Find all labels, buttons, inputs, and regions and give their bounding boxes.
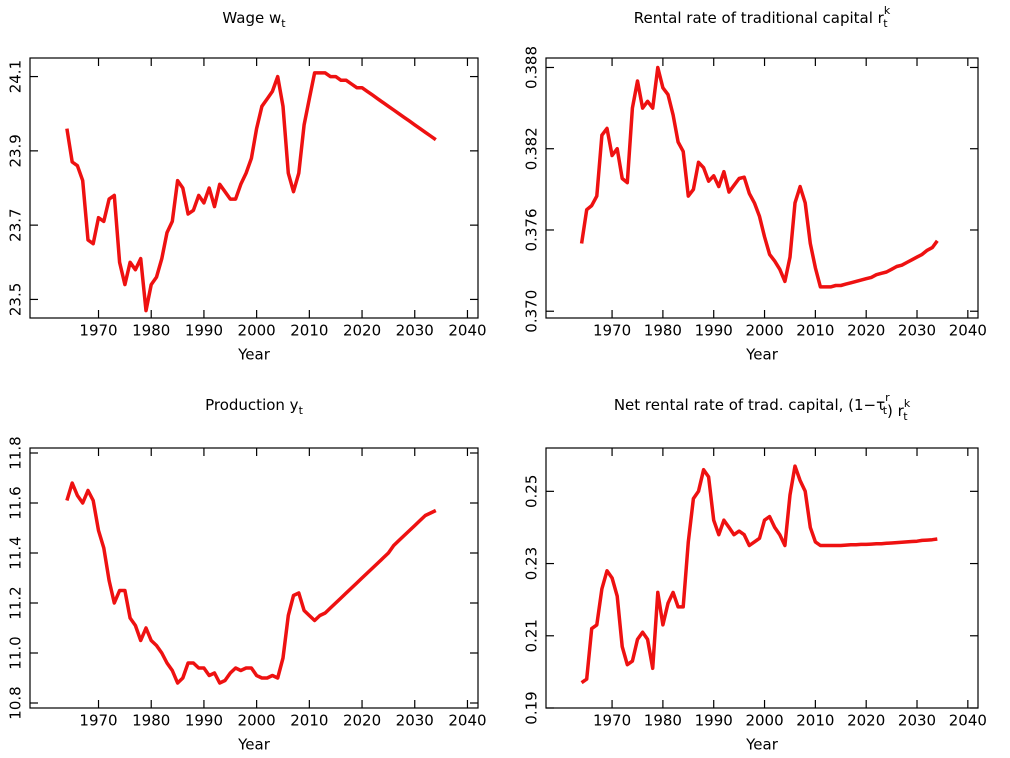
x-tick-label: 2020 [343, 712, 381, 730]
plot-frame [29, 447, 479, 709]
x-tick-label: 2010 [290, 712, 328, 730]
y-tick-label: 23.9 [7, 134, 25, 167]
x-tick-label: 1990 [185, 322, 223, 340]
panel: Net rental rate of trad. capital, (1−τr t… [523, 391, 987, 754]
x-tick-label: 2040 [448, 322, 486, 340]
data-line [65, 481, 437, 685]
title-sub: t [883, 17, 888, 30]
y-tick-label: 11.4 [7, 536, 25, 569]
x-tick-label: 2010 [290, 322, 328, 340]
x-tick-label: 1970 [593, 712, 631, 730]
panel-title: Wage wt [222, 9, 286, 31]
panel: Wage wt 1970 1980 1990 2000 2010 2020 2030 2040 2… [7, 9, 487, 364]
panel-title: Net rental rate of trad. capital, (1−τr t… [614, 391, 911, 423]
x-tick-label: 1970 [79, 322, 117, 340]
y-tick-label: 24.1 [7, 60, 25, 93]
x-axis-label: Year [237, 346, 271, 364]
y-tick-label: 11.2 [7, 586, 25, 619]
x-tick-label: 2000 [745, 712, 783, 730]
panel-title: Production yt [205, 396, 303, 418]
x-tick-label: 2040 [949, 712, 987, 730]
x-tick-label: 1980 [644, 322, 682, 340]
x-tick-label: 2020 [847, 322, 885, 340]
x-tick-label: 2020 [343, 322, 381, 340]
x-tick-label: 1990 [185, 712, 223, 730]
y-tick-label: 10.8 [7, 686, 25, 719]
title-text: Rental rate of traditional capital r [634, 9, 885, 27]
x-axis-label: Year [745, 736, 779, 754]
panel-title: Rental rate of traditional capital rk t [634, 4, 891, 30]
y-tick-label: 0.376 [523, 209, 541, 252]
title-sub: t [883, 404, 888, 417]
title-text: Production y [205, 396, 299, 414]
title-sup: k [904, 397, 911, 410]
data-line [65, 71, 437, 313]
title-text: Wage w [222, 9, 281, 27]
x-tick-label: 1970 [79, 712, 117, 730]
y-tick-label: 23.7 [7, 208, 25, 241]
y-tick-label: 23.5 [7, 283, 25, 316]
x-tick-label: 1990 [695, 322, 733, 340]
y-tick-label: 0.21 [523, 619, 541, 652]
x-tick-label: 1980 [132, 322, 170, 340]
plot-frame [545, 57, 979, 319]
x-tick-label: 2030 [898, 712, 936, 730]
x-tick-label: 2000 [745, 322, 783, 340]
data-line [580, 464, 938, 685]
y-tick-label: 0.25 [523, 475, 541, 508]
title-text: ) r [887, 402, 905, 420]
x-tick-label: 2030 [898, 322, 936, 340]
x-tick-label: 1990 [695, 712, 733, 730]
plot-frame [29, 57, 479, 319]
x-tick-label: 2030 [396, 322, 434, 340]
panel: Rental rate of traditional capital rk t 19… [523, 4, 987, 364]
y-tick-label: 0.19 [523, 691, 541, 724]
x-tick-label: 2010 [796, 322, 834, 340]
x-axis-label: Year [745, 346, 779, 364]
x-tick-label: 2020 [847, 712, 885, 730]
y-tick-label: 11.6 [7, 486, 25, 519]
x-tick-label: 2000 [238, 712, 276, 730]
x-tick-label: 2000 [238, 322, 276, 340]
y-tick-label: 0.388 [523, 46, 541, 89]
x-tick-label: 1970 [593, 322, 631, 340]
title-sup: k [884, 4, 891, 17]
title-sub: t [903, 410, 908, 423]
data-line [579, 65, 939, 289]
y-tick-label: 11.0 [7, 636, 25, 669]
y-tick-label: 0.23 [523, 547, 541, 580]
y-tick-label: 0.370 [523, 290, 541, 333]
x-tick-label: 2040 [448, 712, 486, 730]
y-tick-label: 11.8 [7, 436, 25, 469]
title-text: Net rental rate of trad. capital, (1−τ [614, 396, 885, 414]
x-tick-label: 1980 [644, 712, 682, 730]
x-tick-label: 1980 [132, 712, 170, 730]
x-tick-label: 2040 [949, 322, 987, 340]
x-tick-label: 2010 [796, 712, 834, 730]
x-tick-label: 2030 [396, 712, 434, 730]
y-tick-label: 0.382 [523, 127, 541, 170]
panel: Production yt 1970 1980 1990 2000 2010 2020 203… [7, 396, 487, 754]
plot-frame [545, 447, 979, 709]
title-sup: r [885, 391, 890, 404]
title-sub: t [281, 17, 286, 30]
title-sub: t [299, 404, 304, 417]
x-axis-label: Year [237, 736, 271, 754]
